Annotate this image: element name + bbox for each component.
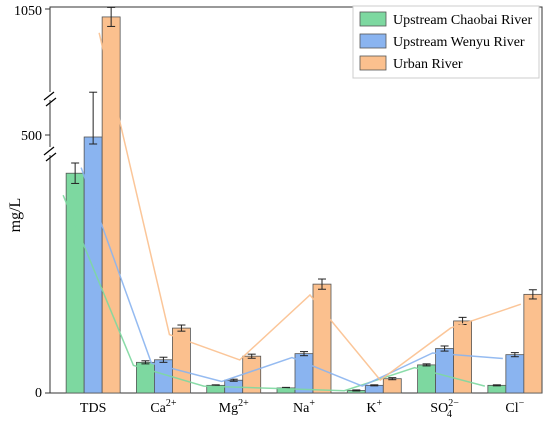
y-tick-label-1050: 1050 bbox=[14, 4, 42, 19]
legend-label-2: Urban River bbox=[393, 57, 463, 72]
trend-line-1 bbox=[80, 167, 503, 387]
legend-item-2: Urban River bbox=[359, 55, 463, 72]
error-bar-2-0 bbox=[107, 6, 116, 27]
category-label-1: Ca2+ bbox=[150, 398, 177, 416]
error-bar-0-0 bbox=[71, 162, 80, 184]
y-tick-label-500: 500 bbox=[21, 129, 42, 144]
legend-swatch-2 bbox=[359, 55, 387, 71]
bar-2-1 bbox=[172, 327, 191, 394]
error-bar-0-4 bbox=[352, 389, 361, 392]
legend-item-1: Upstream Wenyu River bbox=[359, 33, 525, 50]
error-bar-0-6 bbox=[492, 384, 501, 387]
category-label-2: Mg2+ bbox=[219, 398, 249, 416]
legend-label-1: Upstream Wenyu River bbox=[393, 35, 525, 50]
error-bar-2-4 bbox=[388, 377, 397, 381]
category-label-5: SO2− 4 bbox=[430, 398, 459, 420]
category-label-0: TDS bbox=[80, 401, 106, 416]
y-axis-title: mg/L bbox=[7, 198, 24, 233]
error-bar-2-6 bbox=[528, 289, 537, 300]
error-bar-2-1 bbox=[177, 324, 186, 332]
bar-1-6 bbox=[505, 354, 525, 394]
y-tick-label-0: 0 bbox=[35, 386, 42, 401]
bar-2-0 bbox=[101, 16, 121, 394]
bar-2-6 bbox=[523, 293, 543, 394]
axis-break-1 bbox=[43, 146, 57, 162]
legend: Upstream Chaobai River Upstream Wenyu Riv… bbox=[352, 5, 540, 79]
axes: 0 500 1050 mg/L bbox=[7, 4, 57, 401]
error-bar-1-0 bbox=[89, 91, 98, 145]
category-label-3: Na+ bbox=[293, 398, 315, 416]
error-bar-2-2 bbox=[247, 353, 256, 359]
legend-label-0: Upstream Chaobai River bbox=[393, 13, 533, 28]
bar-2-3 bbox=[312, 283, 332, 394]
category-label-6: Cl− bbox=[505, 398, 524, 416]
error-bar-1-2 bbox=[229, 378, 238, 382]
chart-marks bbox=[62, 6, 543, 394]
trend-line-0 bbox=[62, 194, 486, 392]
axis-break-0 bbox=[43, 91, 57, 107]
bar-0-6 bbox=[487, 384, 507, 394]
bar-0-0 bbox=[65, 172, 85, 394]
error-bar-1-1 bbox=[159, 356, 168, 363]
bar-1-0 bbox=[83, 136, 103, 394]
category-label-4: K+ bbox=[366, 398, 382, 416]
legend-swatch-1 bbox=[359, 33, 387, 49]
error-bar-1-3 bbox=[300, 351, 308, 357]
error-bar-1-5 bbox=[440, 345, 449, 352]
error-bar-0-5 bbox=[422, 363, 431, 367]
category-labels: TDS Ca2+ Mg2+ Na+ K+ SO2− 4 Cl− bbox=[80, 398, 525, 420]
bar-1-5 bbox=[435, 348, 454, 394]
error-bar-2-3 bbox=[318, 278, 326, 290]
legend-swatch-0 bbox=[359, 11, 387, 27]
error-bar-0-1 bbox=[141, 360, 150, 365]
bar-1-4 bbox=[364, 384, 384, 394]
legend-item-0: Upstream Chaobai River bbox=[359, 11, 533, 28]
trend-line-2 bbox=[98, 32, 522, 382]
error-bar-1-6 bbox=[510, 352, 519, 358]
error-bar-1-4 bbox=[370, 384, 379, 387]
bar-2-4 bbox=[382, 378, 402, 394]
